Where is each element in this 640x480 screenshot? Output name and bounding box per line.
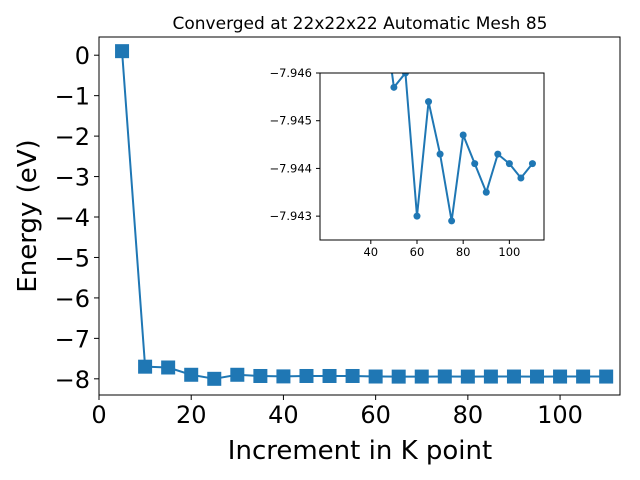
main-y-tick-label: −5 <box>55 244 90 272</box>
chart-title: Converged at 22x22x22 Automatic Mesh 85 <box>173 14 548 34</box>
main-data-point <box>530 369 545 384</box>
main-data-point <box>322 368 337 383</box>
main-data-point <box>276 369 291 384</box>
main-y-tick-label: −8 <box>55 366 90 394</box>
main-data-point <box>115 44 130 59</box>
main-data-series <box>115 44 614 386</box>
main-data-point <box>161 360 176 375</box>
main-data-point <box>553 369 568 384</box>
main-x-tick-label: 40 <box>268 401 299 429</box>
main-y-tick-label: −2 <box>55 123 90 151</box>
inset-y-tick-label: −7.943 <box>269 209 312 223</box>
inset-data-point <box>436 150 444 158</box>
main-y-tick-label: −7 <box>55 325 90 353</box>
inset-data-series <box>379 0 536 225</box>
inset-plot-frame <box>319 72 545 241</box>
main-data-point <box>460 369 475 384</box>
inset-data-point <box>482 188 490 196</box>
main-x-tick-label: 100 <box>537 401 583 429</box>
main-x-tick-label: 60 <box>360 401 391 429</box>
main-plot: Converged at 22x22x22 Automatic Mesh 85 … <box>13 14 621 466</box>
main-x-tick-label: 20 <box>176 401 207 429</box>
inset-x-tick-label: 80 <box>456 245 471 259</box>
main-data-point <box>414 369 429 384</box>
main-data-point <box>184 367 199 382</box>
main-data-point <box>230 367 245 382</box>
main-series-group <box>115 44 614 386</box>
inset-data-point <box>517 174 525 182</box>
inset-plot-background <box>320 73 544 240</box>
inset-data-point <box>425 98 433 106</box>
inset-data-point <box>528 160 536 168</box>
main-y-tick-label: −1 <box>55 83 90 111</box>
main-data-point <box>391 369 406 384</box>
inset-data-point <box>413 212 421 220</box>
inset-x-tick-label: 60 <box>410 245 425 259</box>
inset-x-tick-label: 100 <box>498 245 520 259</box>
main-y-tick-label: −6 <box>55 285 90 313</box>
inset-series-group <box>379 0 536 225</box>
main-data-point <box>506 369 521 384</box>
main-y-tick-label: 0 <box>75 42 90 70</box>
main-data-point <box>483 369 498 384</box>
inset-y-tick-label: −7.946 <box>269 66 312 80</box>
inset-data-point <box>448 217 456 225</box>
main-data-point <box>207 371 222 386</box>
main-plot-frame <box>98 36 621 396</box>
inset-data-point <box>379 0 386 5</box>
inset-data-point <box>505 160 513 168</box>
main-x-tick-label: 0 <box>91 401 106 429</box>
main-data-point <box>368 369 383 384</box>
main-data-point <box>253 368 268 383</box>
main-axis-ticks: 0 20 40 60 80 100 0 −1 −2 −3 −4 −5 −6 −7 −8 <box>55 42 583 429</box>
main-data-point <box>138 359 153 374</box>
inset-axis-ticks: 40 60 80 100 −7.946 −7.945 −7.944 −7.943 <box>269 66 520 259</box>
main-data-point <box>576 369 591 384</box>
main-series-line <box>121 51 607 380</box>
inset-data-point <box>494 150 502 158</box>
inset-data-point <box>459 131 467 139</box>
inset-data-point <box>401 73 409 77</box>
y-axis-label: Energy (eV) <box>13 139 43 292</box>
main-data-point <box>599 369 614 384</box>
main-data-point <box>437 369 452 384</box>
inset-y-tick-label: −7.945 <box>269 114 312 128</box>
inset-y-tick-label: −7.944 <box>269 161 312 175</box>
x-axis-label: Increment in K point <box>228 436 492 466</box>
main-data-point <box>299 368 314 383</box>
main-y-tick-label: −3 <box>55 164 90 192</box>
inset-plot: 40 60 80 100 −7.946 −7.945 −7.944 −7.943 <box>269 0 545 259</box>
inset-x-tick-label: 40 <box>363 245 378 259</box>
main-x-tick-label: 80 <box>453 401 484 429</box>
main-data-point <box>345 368 360 383</box>
inset-data-point <box>471 160 479 168</box>
inset-data-point <box>390 83 398 91</box>
main-y-tick-label: −4 <box>55 204 90 232</box>
